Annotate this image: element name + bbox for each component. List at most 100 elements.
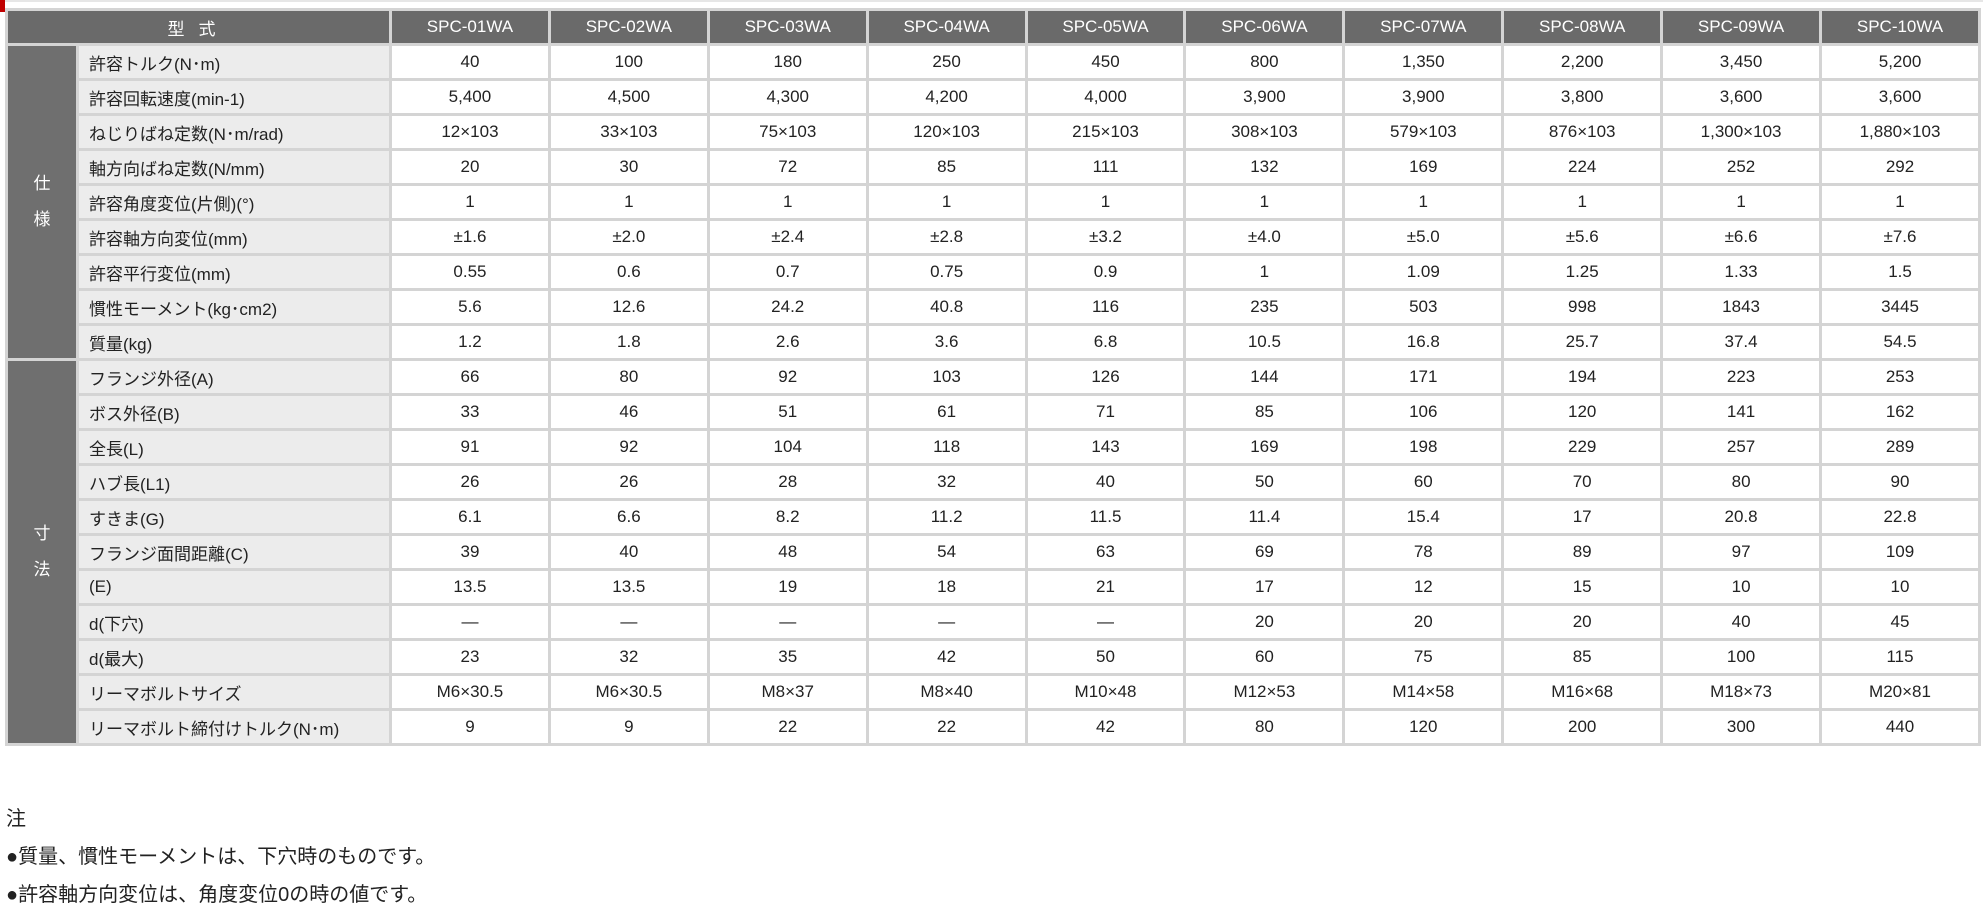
row-label: フランジ外径(A): [79, 361, 389, 393]
spec-table: 型式 SPC-01WA SPC-02WA SPC-03WA SPC-04WA SPC-0…: [5, 8, 1981, 746]
table-cell: 3.6: [868, 326, 1025, 358]
table-cell: 45: [1822, 606, 1978, 638]
table-cell: 80: [550, 361, 707, 393]
table-row: 軸方向ばね定数(N/mm) 20 30 72 85 111 132 169 224 252 292: [8, 151, 1978, 183]
row-label: 許容平行変位(mm): [79, 256, 389, 288]
table-row: ハブ長(L1) 26 26 28 32 40 50 60 70 80 90: [8, 466, 1978, 498]
table-row: すきま(G) 6.1 6.6 8.2 11.2 11.5 11.4 15.4 17 20.8 22.…: [8, 501, 1978, 533]
table-cell: 20: [392, 151, 548, 183]
table-cell: —: [1027, 606, 1184, 638]
table-cell: 3,800: [1504, 81, 1661, 113]
table-cell: 32: [868, 466, 1025, 498]
table-cell: 1: [1504, 186, 1661, 218]
table-cell: 1: [1186, 256, 1343, 288]
table-cell: —: [868, 606, 1025, 638]
table-cell: 3,900: [1345, 81, 1502, 113]
table-cell: 289: [1822, 431, 1978, 463]
notes: 注 ●質量、慣性モーメントは、下穴時のものです。 ●許容軸方向変位は、角度変位0…: [6, 800, 435, 914]
table-cell: 17: [1504, 501, 1661, 533]
table-cell: 63: [1027, 536, 1184, 568]
table-cell: 6.1: [392, 501, 548, 533]
table-cell: 6.8: [1027, 326, 1184, 358]
table-cell: 118: [868, 431, 1025, 463]
table-cell: 12×103: [392, 116, 548, 148]
table-cell: 0.9: [1027, 256, 1184, 288]
table-cell: 1: [392, 186, 548, 218]
row-label: 慣性モーメント(kg･cm2): [79, 291, 389, 323]
table-cell: 11.5: [1027, 501, 1184, 533]
table-cell: 1: [1027, 186, 1184, 218]
table-cell: 100: [550, 46, 707, 78]
table-cell: 223: [1663, 361, 1820, 393]
row-label: (E): [79, 571, 389, 603]
table-cell: M14×58: [1345, 676, 1502, 708]
table-cell: 5,400: [392, 81, 548, 113]
table-cell: 141: [1663, 396, 1820, 428]
table-cell: 162: [1822, 396, 1978, 428]
table-cell: 42: [1027, 711, 1184, 743]
table-cell: 40: [1663, 606, 1820, 638]
table-cell: 22: [709, 711, 866, 743]
table-cell: 46: [550, 396, 707, 428]
table-cell: 25.7: [1504, 326, 1661, 358]
table-cell: 42: [868, 641, 1025, 673]
table-cell: 169: [1345, 151, 1502, 183]
table-cell: 40: [392, 46, 548, 78]
note-item: ●許容軸方向変位は、角度変位0の時の値です。: [6, 884, 428, 906]
table-cell: 40: [1027, 466, 1184, 498]
table-cell: 253: [1822, 361, 1978, 393]
table-cell: 66: [392, 361, 548, 393]
table-cell: 61: [868, 396, 1025, 428]
table-cell: ±6.6: [1663, 221, 1820, 253]
table-cell: 1843: [1663, 291, 1820, 323]
table-cell: 308×103: [1186, 116, 1343, 148]
table-cell: 250: [868, 46, 1025, 78]
table-cell: 1.33: [1663, 256, 1820, 288]
table-cell: 104: [709, 431, 866, 463]
table-cell: 13.5: [392, 571, 548, 603]
table-cell: 9: [550, 711, 707, 743]
table-cell: 85: [1504, 641, 1661, 673]
row-label: ハブ長(L1): [79, 466, 389, 498]
table-row: 許容平行変位(mm) 0.55 0.6 0.7 0.75 0.9 1 1.09 1.25 1.33…: [8, 256, 1978, 288]
row-label: リーマボルト締付けトルク(N･m): [79, 711, 389, 743]
table-cell: 85: [868, 151, 1025, 183]
table-cell: 126: [1027, 361, 1184, 393]
table-cell: 75: [1345, 641, 1502, 673]
model-column-header: SPC-03WA: [709, 11, 866, 43]
table-cell: 19: [709, 571, 866, 603]
table-row: ねじりばね定数(N･m/rad) 12×103 33×103 75×103 120×10…: [8, 116, 1978, 148]
table-cell: 85: [1186, 396, 1343, 428]
table-row: d(最大) 23 32 35 42 50 60 75 85 100 115: [8, 641, 1978, 673]
table-cell: 235: [1186, 291, 1343, 323]
table-cell: 503: [1345, 291, 1502, 323]
table-cell: 60: [1345, 466, 1502, 498]
table-cell: 50: [1186, 466, 1343, 498]
divider: [5, 0, 1983, 2]
table-cell: ±5.6: [1504, 221, 1661, 253]
table-cell: M8×37: [709, 676, 866, 708]
table-cell: 16.8: [1345, 326, 1502, 358]
model-column-header: SPC-01WA: [392, 11, 548, 43]
table-cell: 5.6: [392, 291, 548, 323]
table-cell: 1: [709, 186, 866, 218]
row-label: 許容角度変位(片側)(°): [79, 186, 389, 218]
table-cell: 257: [1663, 431, 1820, 463]
table-cell: 252: [1663, 151, 1820, 183]
table-cell: 40.8: [868, 291, 1025, 323]
row-label: 全長(L): [79, 431, 389, 463]
table-cell: 579×103: [1345, 116, 1502, 148]
table-row: フランジ面間距離(C) 39 40 48 54 63 69 78 89 97 109: [8, 536, 1978, 568]
row-label: すきま(G): [79, 501, 389, 533]
table-cell: 90: [1822, 466, 1978, 498]
row-label: d(最大): [79, 641, 389, 673]
table-cell: 20: [1186, 606, 1343, 638]
table-cell: 69: [1186, 536, 1343, 568]
table-cell: 54.5: [1822, 326, 1978, 358]
table-cell: 18: [868, 571, 1025, 603]
table-cell: 171: [1345, 361, 1502, 393]
table-row: 許容回転速度(min-1) 5,400 4,500 4,300 4,200 4,000 3,…: [8, 81, 1978, 113]
table-row: 許容角度変位(片側)(°) 1 1 1 1 1 1 1 1 1 1: [8, 186, 1978, 218]
table-cell: 876×103: [1504, 116, 1661, 148]
table-cell: 115: [1822, 641, 1978, 673]
